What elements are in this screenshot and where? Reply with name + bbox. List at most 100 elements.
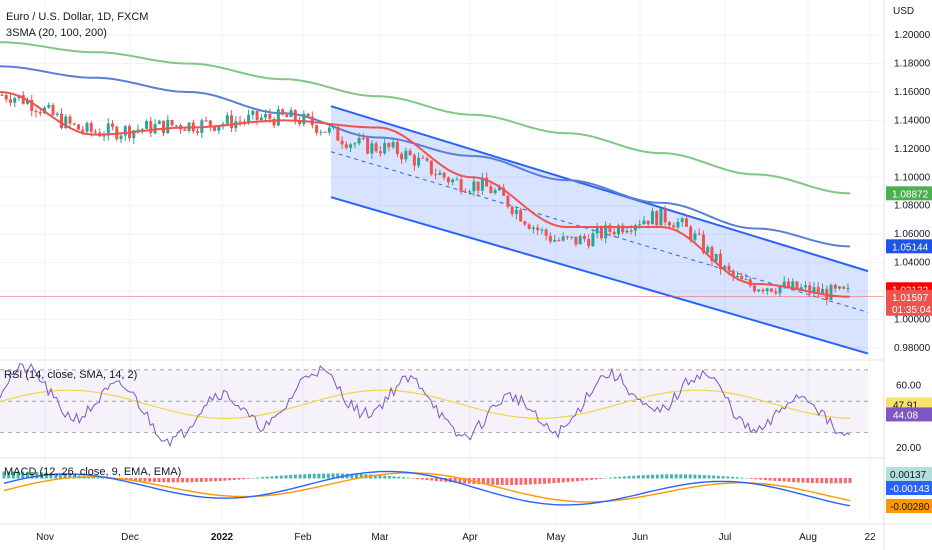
candle-body <box>595 227 599 234</box>
macd-histogram-bar <box>439 478 443 482</box>
candle-body <box>548 235 552 242</box>
candle-body <box>264 113 268 118</box>
candle-body <box>701 234 705 253</box>
candle-body <box>272 118 276 126</box>
candle-body <box>680 218 684 222</box>
price-badge-bg <box>886 239 932 254</box>
macd-histogram-bar <box>289 474 293 479</box>
candle-body <box>166 119 170 134</box>
price-axis[interactable]: 1.20000 1.18000 1.16000 1.14000 1.12000 1.100… <box>894 30 931 354</box>
macd-histogram-bar <box>387 475 391 479</box>
macd-histogram-bar <box>434 478 438 481</box>
candle-body <box>599 227 603 239</box>
macd-histogram-bar <box>96 477 100 479</box>
candle-body <box>803 285 807 288</box>
candle-body <box>676 221 680 228</box>
candle-body <box>625 230 629 233</box>
macd-histogram-bar <box>190 478 194 483</box>
candle-body <box>106 123 110 136</box>
macd-signal-line <box>3 472 851 503</box>
macd-histogram-bar <box>759 478 763 480</box>
macd-histogram-bar <box>575 478 579 482</box>
macd-histogram-bar <box>402 477 405 479</box>
candle-body <box>659 208 663 226</box>
macd-histogram-bar <box>138 478 142 482</box>
price-badge-text: 1.01597 <box>892 293 929 304</box>
candle-body <box>727 265 731 271</box>
macd-histogram-bar <box>204 478 208 482</box>
macd-histogram-bar <box>726 476 730 479</box>
macd-histogram-bar <box>698 474 702 479</box>
channel-lower <box>330 196 869 355</box>
candle-body <box>251 110 255 115</box>
time-axis[interactable]: Nov Dec 2022 Feb Mar Apr May Jun Jul Aug 22 <box>36 532 876 543</box>
channel-fill <box>331 106 868 354</box>
currency-label: USD <box>893 6 914 17</box>
candle-body <box>285 114 289 118</box>
candle-body <box>616 225 620 235</box>
macd-badge: -0.00143 <box>886 481 932 495</box>
candle-body <box>225 115 229 124</box>
macd-histogram-bar <box>303 474 307 479</box>
time-tick-label: Nov <box>36 532 54 543</box>
macd-histogram-bar <box>214 478 217 482</box>
candle-body <box>259 117 263 120</box>
macd-badge-bg <box>886 481 932 495</box>
macd-histogram-bar <box>7 471 11 479</box>
candle-body <box>510 206 514 214</box>
macd-histogram-bar <box>834 478 838 484</box>
price-tick-label: 1.06000 <box>894 229 931 240</box>
candle-body <box>808 285 812 294</box>
price-tick-label: 1.10000 <box>894 172 931 183</box>
candle-body <box>298 120 302 125</box>
candle-body <box>302 113 306 125</box>
time-tick-label: Jun <box>632 532 648 543</box>
macd-histogram-bar <box>185 478 189 483</box>
candle-body <box>26 100 30 104</box>
chart-title[interactable]: Euro / U.S. Dollar, 1D, FXCM <box>6 11 148 23</box>
macd-label[interactable]: MACD (12, 26, close, 9, EMA, EMA) <box>4 466 181 478</box>
candle-body <box>799 287 803 290</box>
macd-histogram-bar <box>195 478 199 483</box>
macd-histogram-bar <box>430 478 434 481</box>
macd-histogram-bar <box>21 471 25 479</box>
macd-histogram-bar <box>411 478 415 479</box>
price-badge: 1.05144 <box>886 239 932 254</box>
rsi-label[interactable]: RSI (14, close, SMA, 14, 2) <box>4 369 137 381</box>
candle-body <box>34 110 38 113</box>
candle-body <box>612 231 616 235</box>
candle-body <box>327 127 331 133</box>
macd-histogram-bar <box>148 478 152 482</box>
macd-histogram-bar <box>843 478 847 484</box>
price-badge: 1.08872 <box>886 186 932 201</box>
price-tick-label: 1.08000 <box>894 201 931 212</box>
macd-histogram-bar <box>538 478 542 485</box>
candle-body <box>472 181 476 192</box>
candle-body <box>723 265 727 270</box>
candle-body <box>344 144 348 148</box>
macd-histogram-bar <box>641 475 645 479</box>
candle-body <box>463 191 467 193</box>
macd-histogram-bar <box>232 478 236 480</box>
candle-body <box>242 121 246 123</box>
macd-badge-bg <box>886 499 932 513</box>
candle-body <box>247 114 251 122</box>
candle-body <box>323 131 327 133</box>
macd-histogram-bar <box>91 476 95 479</box>
macd-histogram-bar <box>336 473 340 479</box>
candle-body <box>795 281 799 290</box>
candle-body <box>778 286 782 294</box>
candle-body <box>47 104 51 108</box>
macd-pane[interactable]: 0.00137 -0.00143 -0.00280 <box>2 467 932 513</box>
candle-body <box>68 116 72 124</box>
candle-body <box>383 142 387 154</box>
candle-body <box>412 155 416 166</box>
candle-body <box>276 109 280 126</box>
indicator-label[interactable]: 3SMA (20, 100, 200) <box>6 27 107 39</box>
candle-body <box>213 126 217 131</box>
price-tick-label: 1.14000 <box>894 115 931 126</box>
candle-body <box>570 236 574 238</box>
macd-histogram-bar <box>129 478 133 481</box>
